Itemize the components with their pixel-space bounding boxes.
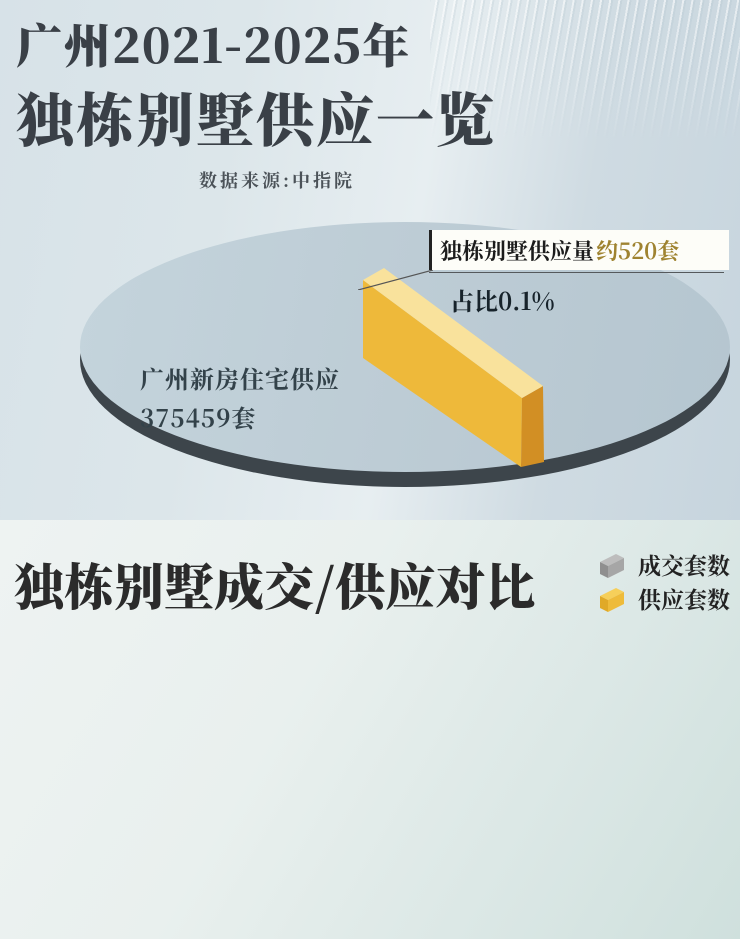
svg-text:成交套数: 成交套数 [638,550,730,581]
svg-text:供应套数: 供应套数 [638,582,730,615]
